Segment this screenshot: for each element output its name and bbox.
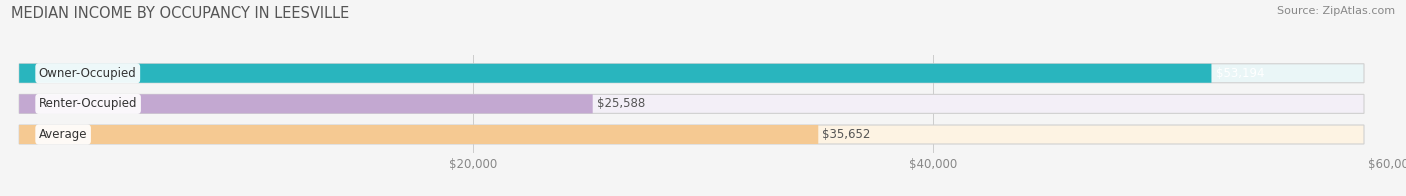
FancyBboxPatch shape bbox=[20, 94, 1364, 113]
FancyBboxPatch shape bbox=[20, 94, 593, 113]
FancyBboxPatch shape bbox=[20, 125, 818, 144]
FancyBboxPatch shape bbox=[20, 64, 1364, 83]
Text: MEDIAN INCOME BY OCCUPANCY IN LEESVILLE: MEDIAN INCOME BY OCCUPANCY IN LEESVILLE bbox=[11, 6, 350, 21]
Text: $53,194: $53,194 bbox=[1216, 67, 1264, 80]
Text: Renter-Occupied: Renter-Occupied bbox=[39, 97, 138, 110]
Text: Average: Average bbox=[39, 128, 87, 141]
FancyBboxPatch shape bbox=[20, 64, 1212, 83]
Text: $35,652: $35,652 bbox=[823, 128, 870, 141]
Text: Source: ZipAtlas.com: Source: ZipAtlas.com bbox=[1277, 6, 1395, 16]
Text: Owner-Occupied: Owner-Occupied bbox=[39, 67, 136, 80]
Text: $25,588: $25,588 bbox=[596, 97, 645, 110]
FancyBboxPatch shape bbox=[20, 125, 1364, 144]
